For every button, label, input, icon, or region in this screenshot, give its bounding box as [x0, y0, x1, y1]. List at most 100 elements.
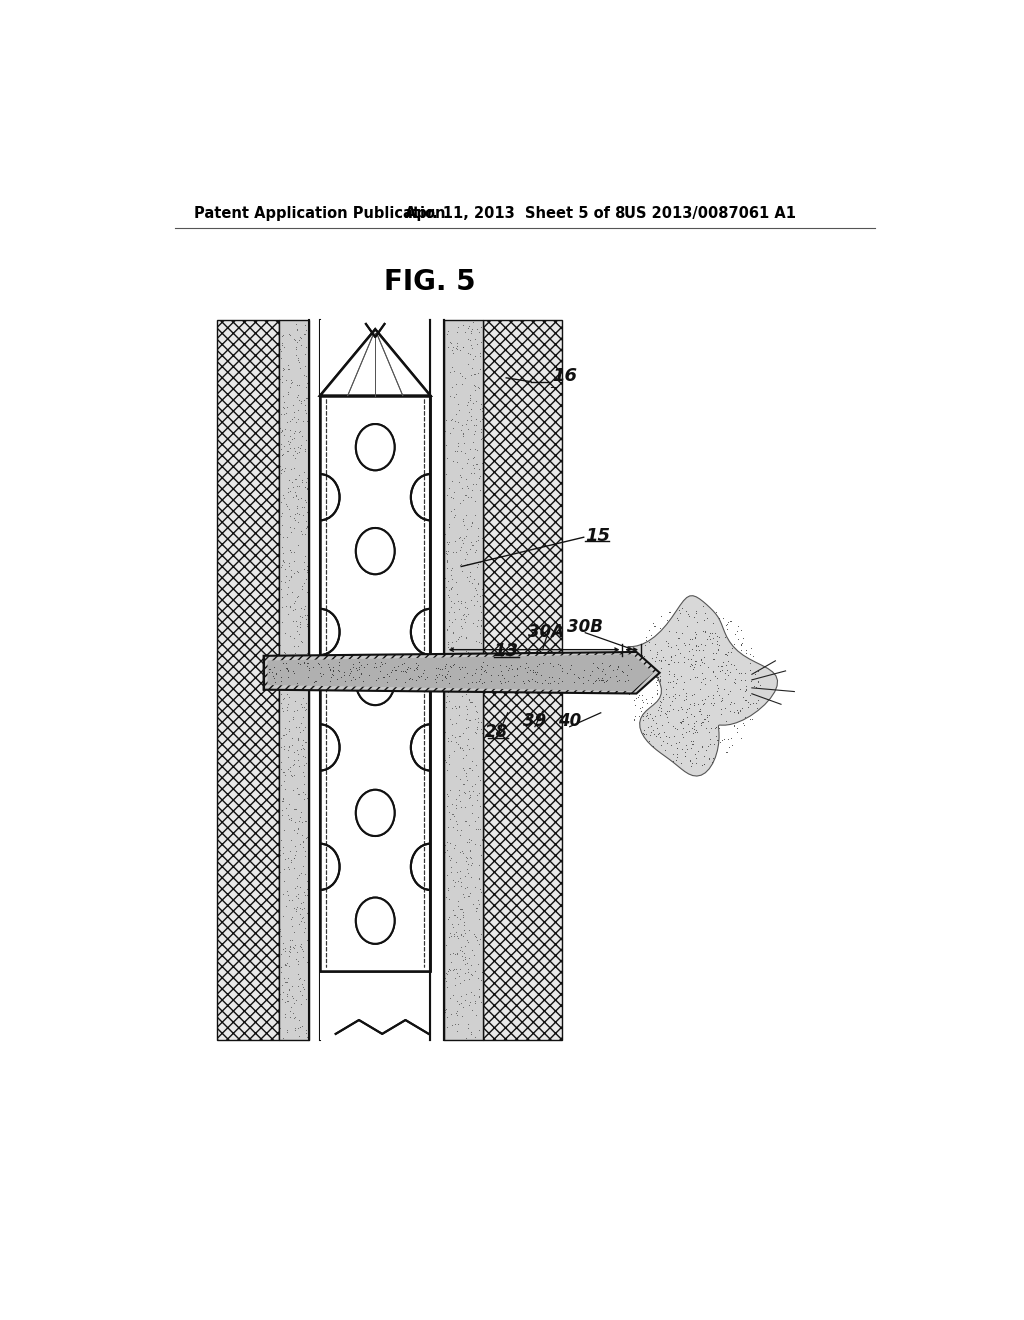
Point [451, 626, 467, 647]
Point [665, 685, 681, 706]
Point [460, 729, 476, 750]
Point [290, 750, 306, 771]
Point [441, 754, 458, 775]
Point [288, 690, 304, 711]
Point [460, 672, 476, 693]
Polygon shape [321, 330, 430, 396]
Point [636, 719, 652, 741]
Point [273, 652, 290, 673]
Point [439, 619, 456, 640]
Point [467, 504, 483, 525]
Point [297, 343, 313, 364]
Point [473, 428, 489, 449]
Point [467, 818, 483, 840]
Point [296, 389, 312, 411]
Point [413, 665, 429, 686]
Point [700, 748, 717, 770]
Point [445, 653, 462, 675]
Point [397, 672, 414, 693]
Point [678, 734, 694, 755]
Point [688, 601, 705, 622]
Point [447, 660, 464, 681]
Point [460, 343, 476, 364]
Point [472, 429, 488, 450]
Point [345, 653, 361, 675]
Point [652, 639, 669, 660]
Point [297, 477, 313, 498]
Point [464, 677, 480, 698]
Point [473, 642, 489, 663]
Point [293, 487, 309, 508]
Point [398, 659, 415, 680]
Point [453, 937, 469, 958]
Point [288, 484, 304, 506]
Point [444, 985, 461, 1006]
Point [472, 718, 488, 739]
Point [705, 623, 721, 644]
Point [438, 543, 455, 564]
Point [452, 659, 468, 680]
Point [273, 578, 290, 599]
Point [636, 656, 652, 677]
Point [465, 348, 481, 370]
Point [297, 645, 313, 667]
Point [746, 661, 763, 682]
Point [700, 704, 717, 725]
Point [438, 463, 455, 484]
Point [742, 643, 759, 664]
Point [456, 609, 472, 630]
Point [650, 649, 667, 671]
Point [275, 820, 292, 841]
Point [287, 878, 303, 899]
Point [688, 651, 705, 672]
Point [449, 813, 465, 834]
Point [446, 504, 463, 525]
Point [474, 659, 490, 680]
Point [291, 756, 307, 777]
Point [457, 797, 473, 818]
Text: 16: 16 [553, 367, 578, 384]
Point [609, 656, 626, 677]
Point [711, 718, 727, 739]
Point [399, 657, 416, 678]
Point [282, 1001, 298, 1022]
Point [287, 469, 303, 490]
Point [668, 620, 684, 642]
Point [738, 640, 755, 661]
Point [276, 678, 293, 700]
Point [524, 669, 541, 690]
Point [651, 726, 668, 747]
Point [508, 659, 524, 680]
Point [294, 985, 310, 1006]
Point [649, 667, 666, 688]
Point [452, 492, 468, 513]
Ellipse shape [356, 789, 394, 836]
Point [743, 638, 760, 659]
Point [273, 333, 290, 354]
Point [626, 667, 642, 688]
Point [473, 669, 489, 690]
Point [449, 862, 465, 883]
Point [473, 845, 489, 866]
Point [464, 999, 480, 1020]
Point [298, 319, 314, 341]
Point [292, 421, 308, 442]
Point [464, 965, 480, 986]
Point [714, 655, 730, 676]
Point [439, 784, 456, 805]
Point [274, 837, 291, 858]
Point [455, 685, 471, 706]
Point [298, 568, 314, 589]
Point [648, 726, 665, 747]
Point [298, 828, 314, 849]
Point [652, 698, 669, 719]
Point [445, 805, 462, 826]
Point [437, 696, 454, 717]
Point [453, 363, 469, 384]
Point [279, 723, 295, 744]
Point [472, 479, 488, 500]
Point [276, 991, 293, 1012]
Point [727, 672, 743, 693]
Point [458, 668, 474, 689]
Point [286, 541, 302, 562]
